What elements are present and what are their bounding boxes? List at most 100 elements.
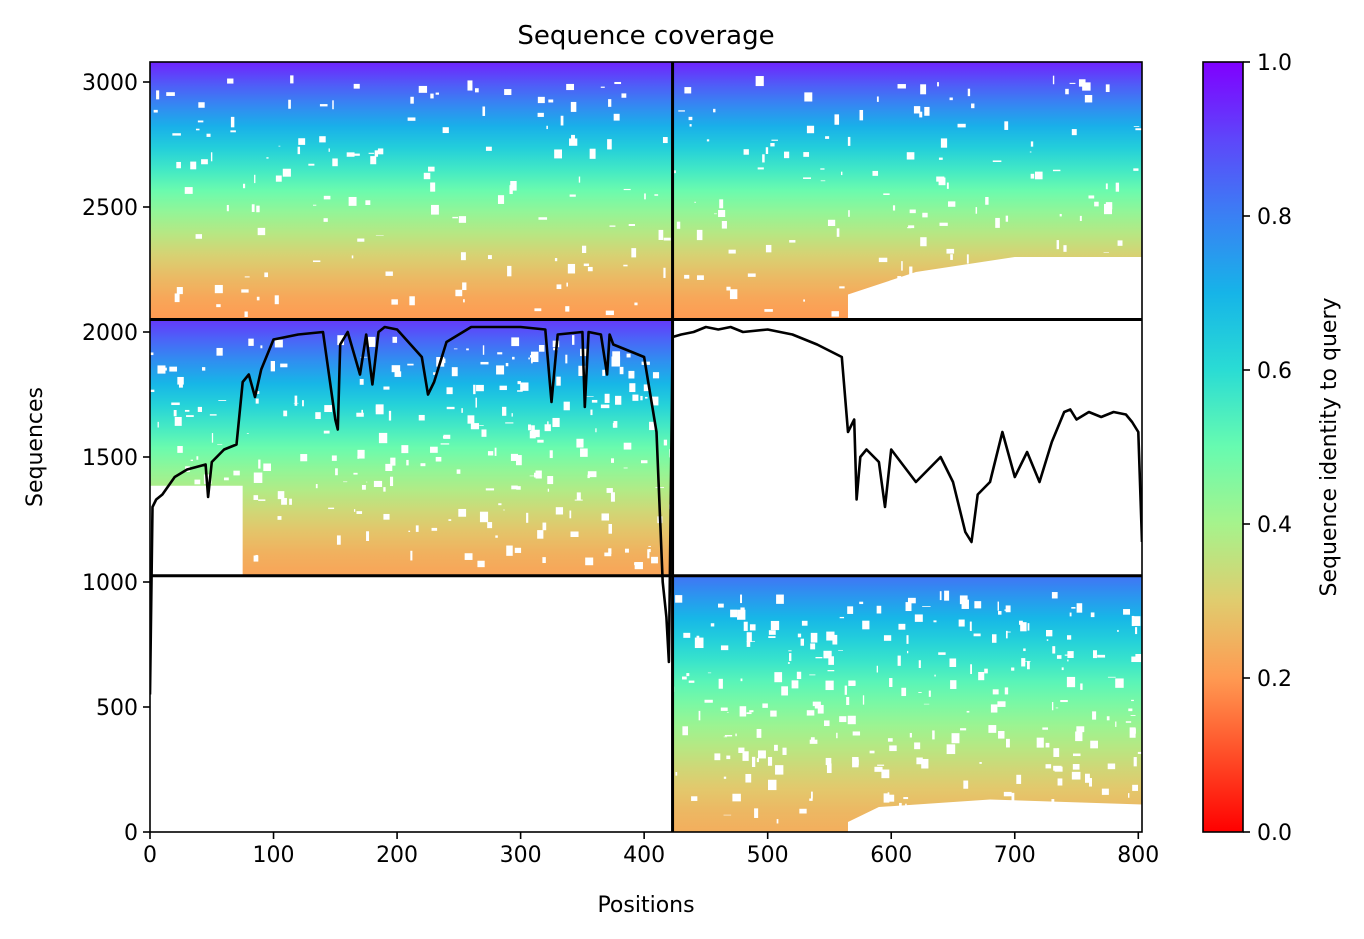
gap-speckle [463, 299, 465, 303]
gap-speckle [576, 492, 581, 500]
gap-speckle [475, 397, 477, 408]
gap-speckle [420, 463, 426, 467]
gap-speckle [672, 170, 676, 174]
gap-speckle [1006, 631, 1011, 633]
gap-speckle [373, 480, 383, 488]
gap-speckle [474, 88, 479, 93]
gap-speckle [831, 311, 839, 317]
gap-speckle [428, 166, 435, 172]
gap-speckle [609, 225, 616, 227]
gap-speckle [255, 554, 258, 561]
gap-speckle [497, 195, 505, 204]
gap-speckle [824, 720, 830, 727]
gap-speckle [876, 605, 882, 614]
gap-speckle [781, 686, 788, 696]
gap-speckle [862, 620, 870, 630]
gap-speckle [826, 631, 835, 641]
gap-speckle [184, 409, 190, 412]
colorbar-tick-label: 0.6 [1257, 359, 1292, 384]
gap-speckle [1061, 667, 1064, 671]
gap-speckle [595, 428, 597, 433]
gap-speckle [757, 750, 766, 759]
gap-speckle [255, 391, 260, 394]
gap-speckle [554, 258, 558, 262]
gap-speckle [563, 401, 570, 411]
gap-speckle [578, 365, 586, 376]
gap-speckle [949, 97, 953, 101]
gap-speckle [473, 384, 476, 395]
gap-speckle [173, 410, 177, 417]
y-tick-label: 2000 [82, 321, 138, 346]
gap-speckle [1021, 658, 1026, 667]
gap-speckle [507, 265, 512, 277]
gap-speckle [585, 557, 594, 566]
gap-speckle [640, 395, 643, 401]
gap-speckle [950, 254, 953, 260]
gap-speckle [529, 355, 538, 358]
x-tick-label: 100 [253, 843, 295, 868]
gap-speckle [538, 344, 545, 352]
gap-speckle [839, 716, 847, 723]
gap-speckle [505, 362, 509, 367]
gap-speckle [936, 176, 945, 182]
gap-speckle [176, 287, 183, 295]
gap-speckle [535, 470, 542, 479]
gap-speckle [914, 742, 921, 750]
gap-speckle [718, 603, 724, 608]
gap-speckle [452, 216, 458, 219]
gap-speckle [799, 808, 807, 814]
gap-speckle [939, 222, 948, 226]
gap-speckle [1045, 630, 1053, 637]
gap-speckle [512, 356, 515, 360]
gap-speckle [547, 476, 554, 485]
gap-speckle [839, 616, 845, 619]
gap-speckle [153, 109, 158, 113]
x-tick-label: 600 [870, 843, 912, 868]
gap-speckle [970, 664, 972, 675]
gap-speckle [908, 225, 915, 229]
gap-speckle [294, 395, 298, 406]
gap-speckle [1069, 612, 1072, 617]
gap-speckle [319, 136, 326, 143]
gap-speckle [826, 763, 832, 774]
gap-speckle [859, 109, 864, 121]
gap-speckle [723, 776, 727, 779]
gap-speckle [767, 756, 773, 766]
gap-speckle [990, 704, 998, 713]
gap-speckle [461, 408, 463, 413]
gap-speckle [456, 469, 461, 474]
gap-speckle [589, 148, 596, 159]
gap-speckle [602, 369, 606, 376]
gap-speckle [1092, 711, 1097, 720]
gap-speckle [721, 220, 727, 229]
gap-speckle [1090, 740, 1098, 749]
gap-speckle [196, 456, 199, 460]
gap-speckle [230, 130, 236, 133]
gap-speckle [906, 650, 909, 654]
gap-speckle [1052, 646, 1056, 654]
gap-speckle [537, 96, 545, 104]
gap-speckle [743, 149, 749, 155]
gap-speckle [258, 499, 266, 501]
gap-speckle [580, 448, 588, 457]
gap-speckle [903, 797, 909, 800]
gap-speckle [510, 180, 517, 191]
gap-speckle [948, 201, 956, 207]
gap-speckle [359, 378, 364, 385]
gap-speckle [263, 463, 271, 472]
gap-speckle [569, 510, 572, 519]
gap-speckle [809, 674, 816, 676]
y-tick-label: 1000 [82, 571, 138, 596]
gap-speckle [537, 530, 544, 539]
gap-speckle [984, 668, 988, 674]
gap-speckle [634, 562, 643, 570]
gap-speckle [435, 92, 439, 95]
chart-title: Sequence coverage [517, 21, 774, 51]
gap-speckle [997, 701, 1006, 707]
gap-speckle [704, 699, 713, 703]
gap-speckle [886, 794, 895, 802]
gap-speckle [612, 351, 621, 361]
gap-speckle [375, 404, 384, 415]
gap-speckle [791, 680, 799, 689]
gap-speckle [497, 352, 503, 355]
